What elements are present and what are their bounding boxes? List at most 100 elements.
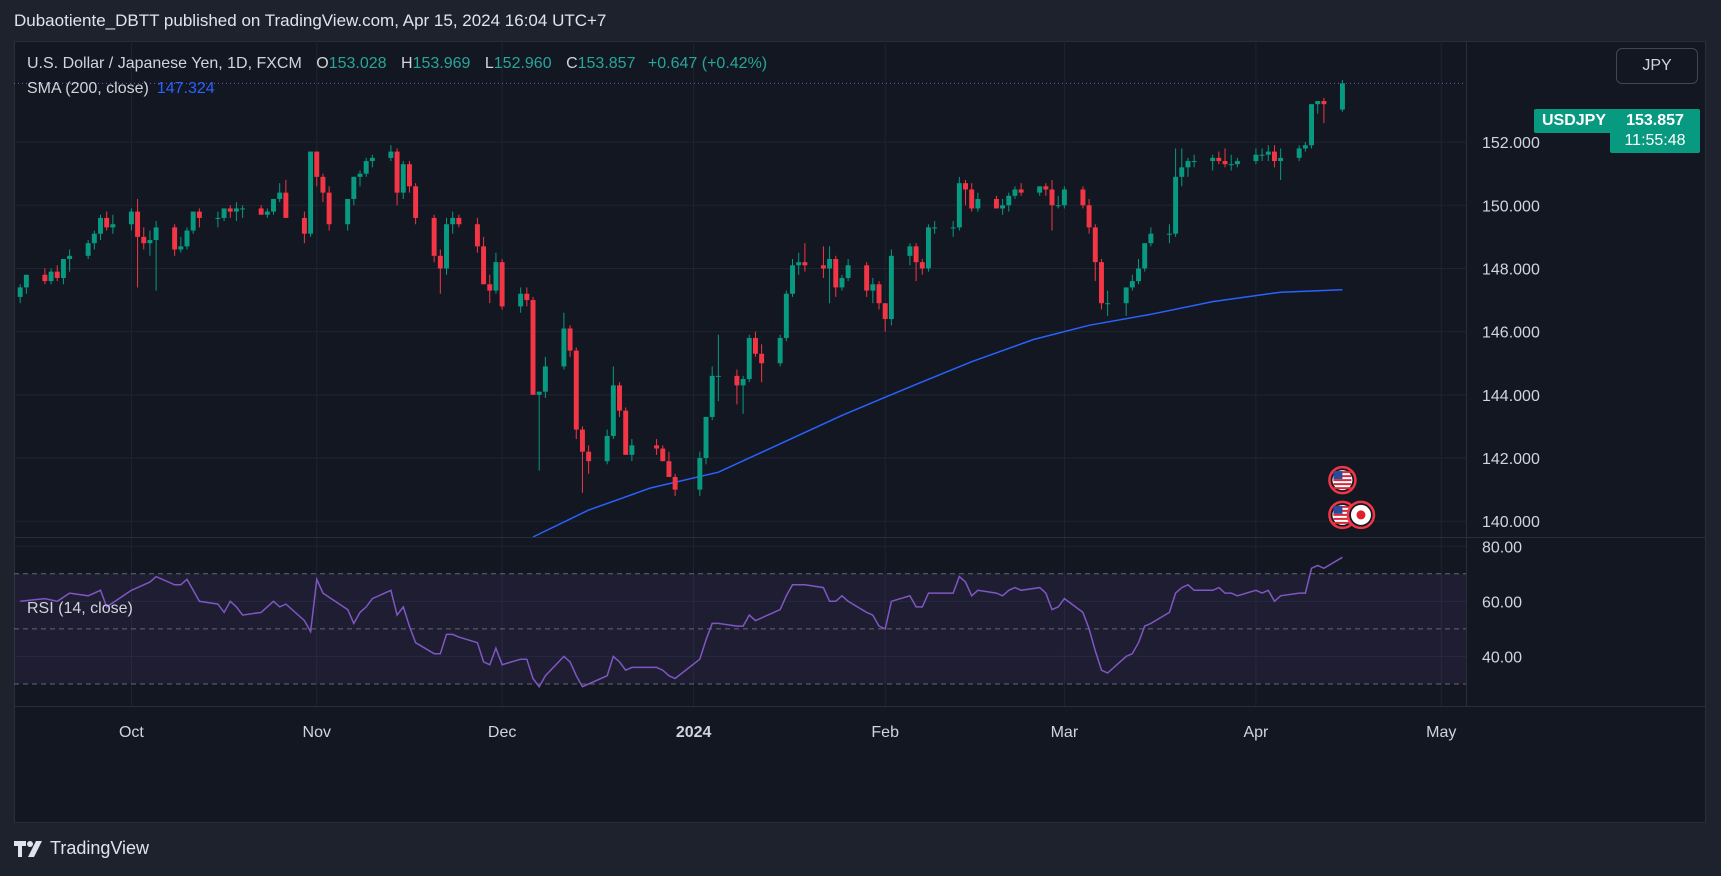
candle-body (1123, 287, 1129, 304)
candle-body (518, 293, 524, 307)
candle-body (561, 328, 567, 367)
candle-body (314, 151, 320, 177)
candle-body (827, 258, 833, 269)
candle-body (85, 243, 91, 256)
candle-body (363, 161, 369, 174)
flag-canton (1333, 471, 1343, 480)
candle-body (777, 337, 783, 364)
candle-body (147, 240, 153, 244)
candle-body (709, 375, 715, 417)
candle-body (320, 176, 326, 193)
candle-body (1148, 233, 1154, 244)
candle-body (413, 186, 419, 218)
candle-body (617, 385, 622, 411)
candle-body (790, 265, 795, 294)
candle-body (98, 217, 103, 234)
rsi-background (14, 573, 1466, 685)
candle-body (1228, 164, 1234, 166)
candle-body (1049, 189, 1055, 206)
candle-body (240, 208, 246, 210)
candle-body (833, 258, 839, 288)
candle-body (1000, 205, 1006, 209)
rsi-legend: RSI (14, close) (27, 600, 133, 617)
flag-stripe (1333, 487, 1352, 490)
candle-body (301, 217, 307, 234)
tradingview-logo[interactable]: TradingView (14, 838, 149, 859)
publish-line: Dubaotiente_DBTT published on TradingVie… (14, 11, 607, 30)
sma-series (532, 289, 1343, 538)
candle-body (715, 375, 721, 377)
candle-body (394, 151, 400, 193)
candle-body (277, 192, 283, 199)
tradingview-logo-text: TradingView (50, 838, 150, 858)
candle-body (153, 227, 159, 241)
high-label: H (401, 55, 413, 72)
candle-body (1006, 195, 1012, 206)
candle-body (406, 164, 412, 187)
candle-body (42, 274, 48, 282)
candle-body (54, 271, 60, 278)
symbol-title: U.S. Dollar / Japanese Yen, 1D, FXCM (27, 55, 302, 72)
rsi-tick-label: 80.00 (1482, 539, 1522, 556)
candle-body (864, 265, 870, 291)
sma-label: SMA (200, close) (27, 80, 149, 97)
price-tick-label: 140.000 (1482, 514, 1540, 531)
candle-body (388, 151, 394, 158)
candle-body (104, 217, 110, 228)
price-tick-label: 150.000 (1482, 198, 1540, 215)
candle-body (783, 293, 789, 338)
candle-body (1092, 227, 1098, 263)
event-markers (1328, 465, 1376, 530)
open-label: O (316, 55, 329, 72)
candle-body (481, 246, 487, 285)
candle-body (660, 448, 666, 462)
candle-body (845, 265, 851, 278)
candle-body (1259, 154, 1265, 156)
candle-body (499, 262, 505, 307)
candle-body (271, 198, 276, 212)
candle-body (1173, 176, 1179, 234)
candle-body (882, 303, 888, 320)
candle-body (932, 227, 938, 229)
candle-body (487, 284, 493, 291)
sma-legend: SMA (200, close) 147.324 (27, 80, 215, 98)
candle-body (524, 293, 530, 301)
high-value: 153.969 (412, 55, 471, 72)
time-tick-label: Mar (1051, 724, 1079, 741)
candle-body (1321, 101, 1327, 105)
candle-body (221, 208, 227, 218)
candle-body (993, 198, 999, 209)
candle-body (956, 183, 962, 228)
candle-body (1222, 161, 1228, 165)
bar-countdown: 11:55:48 (1624, 132, 1686, 149)
candle-body (357, 173, 363, 177)
flag-stripe (1333, 521, 1352, 524)
candle-body (870, 284, 876, 291)
candle-body (60, 258, 66, 278)
candle-body (542, 366, 548, 392)
candle-body (1315, 101, 1321, 105)
axes: 140.000 142.000 144.000 146.000 148.000 150.0… (14, 41, 1706, 741)
candle-body (530, 300, 536, 395)
candle-body (1080, 189, 1086, 206)
candle-body (308, 151, 314, 234)
candle-body (91, 233, 97, 244)
candle-body (1018, 189, 1024, 193)
chart-frame (14, 41, 1706, 823)
price-tick-label: 142.000 (1482, 451, 1540, 468)
candle-body (17, 287, 23, 297)
chart-canvas[interactable]: 140.000 142.000 144.000 146.000 148.000 150.0… (14, 41, 1706, 823)
close-label: C (566, 55, 578, 72)
candle-body (178, 246, 184, 250)
candle-body (1136, 268, 1141, 282)
candle-body (1037, 186, 1043, 193)
candle-body (740, 379, 746, 386)
candle-body (1098, 262, 1104, 304)
currency-button[interactable]: JPY (1616, 48, 1698, 84)
candle-body (925, 227, 931, 269)
low-value: 152.960 (493, 55, 552, 72)
candle-series (17, 79, 1345, 496)
candle-body (567, 328, 573, 351)
flag-stripe (1333, 479, 1352, 482)
candle-body (184, 230, 190, 247)
